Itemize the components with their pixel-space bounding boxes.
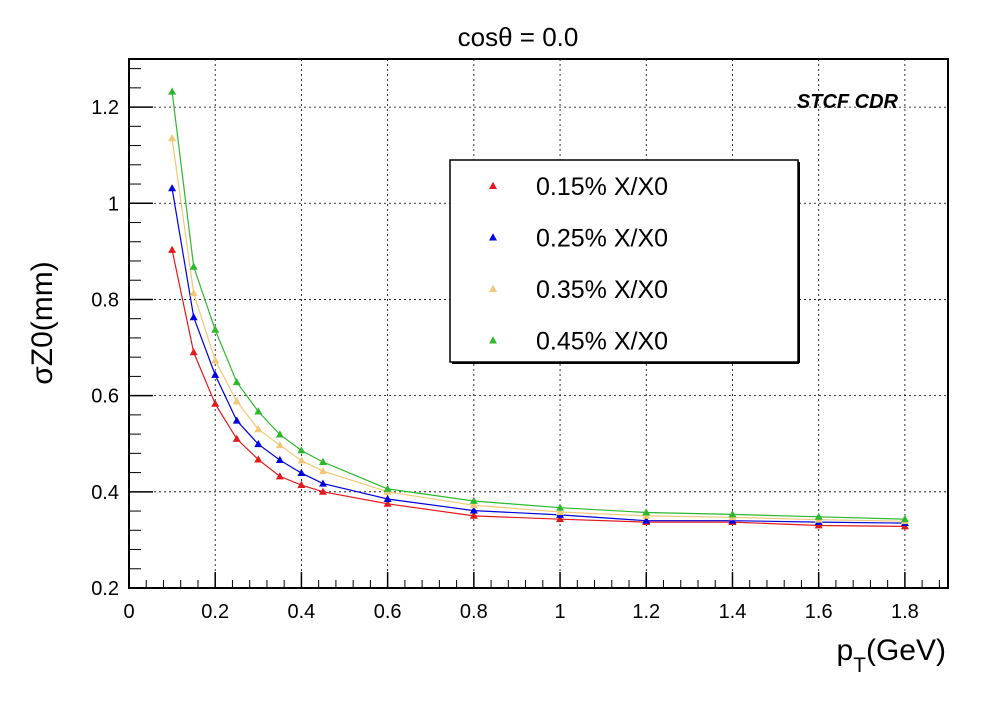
data-point: [275, 430, 284, 438]
data-point: [469, 501, 478, 509]
x-axis-title-subscript: T: [853, 654, 866, 677]
legend-label: 0.35% X/X0: [536, 276, 668, 304]
stcf-cdr-watermark: STCF CDR: [797, 91, 899, 113]
y-axis-title: σZ0(mm): [26, 261, 59, 385]
y-tick-label: 1: [108, 193, 119, 215]
data-point: [275, 440, 284, 449]
x-tick-label: 1.8: [891, 601, 919, 623]
data-point: [254, 425, 263, 433]
data-point: [168, 134, 177, 142]
legend-entry: 0.15% X/X0: [489, 173, 668, 201]
data-point: [297, 468, 306, 477]
legend-label: 0.25% X/X0: [536, 225, 668, 253]
data-point: [318, 466, 327, 475]
chart-title: cosθ = 0.0: [458, 22, 579, 52]
data-point: [189, 313, 198, 321]
data-point: [900, 515, 909, 523]
data-point: [275, 455, 284, 464]
y-tick-label: 0.8: [91, 289, 119, 311]
x-tick-label: 0.8: [460, 601, 488, 623]
data-point: [556, 507, 565, 515]
data-point: [168, 245, 177, 253]
y-tick-label: 1.2: [91, 97, 119, 119]
data-point: [211, 356, 220, 364]
data-point: [814, 512, 823, 520]
data-point: [642, 516, 651, 524]
y-tick-label: 0.6: [91, 386, 119, 408]
legend-marker: [489, 336, 497, 344]
x-tick-label: 0: [123, 601, 134, 623]
legend-marker: [489, 284, 497, 292]
data-point: [297, 480, 306, 489]
data-point: [469, 511, 478, 519]
legend-entry: 0.25% X/X0: [489, 225, 668, 253]
x-tick-label: 1: [554, 601, 565, 623]
legend-box: [449, 159, 799, 363]
data-point: [642, 508, 651, 516]
x-tick-label: 1.6: [805, 601, 833, 623]
data-point: [469, 496, 478, 504]
data-point: [383, 484, 392, 492]
data-point: [254, 440, 263, 448]
x-tick-label: 0.6: [374, 601, 402, 623]
data-point: [383, 499, 392, 507]
data-point: [211, 370, 220, 378]
data-point: [383, 494, 392, 502]
x-tick-label: 1.2: [632, 601, 660, 623]
legend-entry: 0.45% X/X0: [489, 328, 668, 356]
legend: 0.15% X/X0 0.25% X/X0 0.35% X/X0 0.45% X/X0: [449, 159, 800, 364]
data-point: [318, 479, 327, 487]
series-4: [168, 87, 909, 523]
data-point: [728, 510, 737, 518]
x-tick-label: 1.4: [719, 601, 747, 623]
legend-label: 0.45% X/X0: [536, 328, 668, 356]
data-point: [297, 456, 306, 464]
y-tick-label: 0.4: [91, 482, 119, 504]
series-2: [168, 184, 909, 527]
data-point: [232, 416, 241, 424]
data-point: [275, 472, 284, 480]
data-point: [211, 325, 220, 333]
data-point: [254, 407, 263, 415]
legend-entry: 0.35% X/X0: [489, 276, 668, 304]
data-point: [318, 457, 327, 465]
x-axis-title-unit: (GeV): [866, 634, 946, 667]
data-point: [297, 446, 306, 454]
data-point: [232, 377, 241, 386]
legend-marker: [489, 181, 497, 189]
data-point: [168, 184, 177, 192]
data-point: [254, 455, 263, 463]
series-3: [168, 134, 909, 525]
data-point: [556, 515, 565, 523]
x-tick-label: 0.4: [288, 601, 316, 623]
data-point: [232, 434, 241, 442]
series-layer: [168, 87, 909, 530]
x-axis-title-main: p: [836, 634, 853, 667]
data-point: [469, 506, 478, 514]
tick-layer: 0 0.2 0.4 0.6 0.8 1 1.2 1.4 1.6 1.80.20.40.60.811…: [91, 68, 940, 623]
data-point: [189, 348, 198, 356]
data-point: [189, 262, 198, 270]
data-point: [211, 399, 220, 407]
legend-label: 0.15% X/X0: [536, 173, 668, 201]
plot-frame: [128, 58, 949, 589]
x-tick-label: 0.2: [201, 601, 229, 623]
data-point: [189, 289, 198, 297]
data-point: [556, 503, 565, 511]
data-point: [168, 87, 177, 95]
data-point: [318, 487, 327, 495]
data-point: [232, 397, 241, 405]
x-axis-title: pT(GeV): [836, 634, 946, 677]
legend-marker: [489, 233, 497, 241]
y-tick-label: 0.2: [91, 578, 119, 600]
